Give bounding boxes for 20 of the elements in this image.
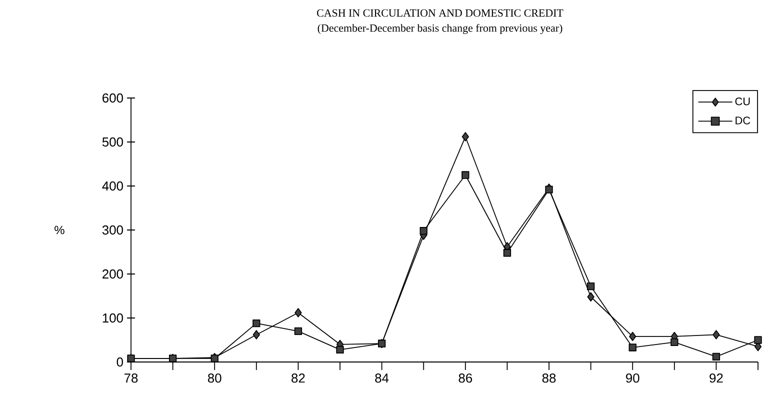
x-tick-label: 90 bbox=[626, 373, 640, 383]
chart-subtitle: (December-December basis change from previous year) bbox=[318, 24, 562, 34]
y-tick-label: 500 bbox=[102, 137, 123, 147]
x-tick-label: 84 bbox=[375, 373, 389, 383]
x-tick-label: 80 bbox=[208, 373, 222, 383]
y-tick-label: 600 bbox=[102, 93, 123, 103]
x-tick-label: 92 bbox=[710, 373, 723, 383]
y-tick-label: 100 bbox=[102, 313, 123, 323]
y-tick-label: 300 bbox=[102, 225, 123, 235]
x-tick-label: 86 bbox=[458, 373, 472, 383]
y-tick-label: 400 bbox=[102, 181, 123, 191]
x-tick-label: 78 bbox=[124, 373, 138, 383]
legend-label: CU bbox=[735, 98, 750, 106]
chart-title: CASH IN CIRCULATION AND DOMESTIC CREDIT bbox=[317, 9, 564, 17]
x-tick-label: 82 bbox=[292, 373, 305, 383]
legend-label: DC bbox=[736, 116, 750, 124]
y-tick-label: 0 bbox=[116, 357, 123, 367]
x-tick-label: 88 bbox=[542, 373, 556, 383]
y-axis-title: % bbox=[54, 226, 64, 234]
y-tick-label: 200 bbox=[102, 269, 123, 279]
